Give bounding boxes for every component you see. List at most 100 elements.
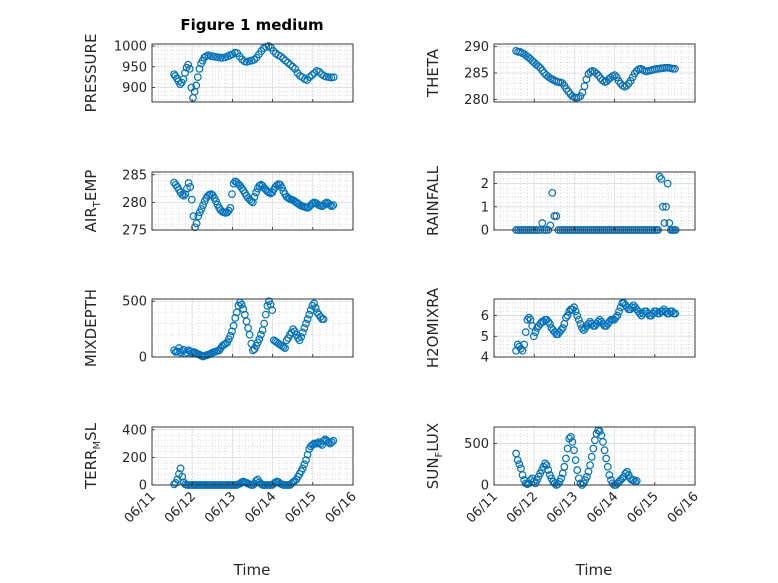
subplot-h2omixra: 4 5 6 H2OMIXRA (424, 287, 696, 368)
data-point (605, 471, 614, 479)
data-point (297, 333, 306, 341)
axes-box (493, 426, 696, 486)
data-point (550, 479, 559, 488)
data-point (518, 471, 527, 479)
data-point (570, 303, 578, 312)
axes-box (151, 426, 354, 486)
subplot-theta: 280 285 290 THETA (424, 40, 696, 108)
data-point (184, 60, 193, 69)
data-point (298, 328, 307, 337)
data-point (582, 75, 591, 84)
data-point (195, 64, 204, 73)
data-point (255, 181, 264, 190)
data-point (192, 81, 201, 90)
data-point (557, 474, 566, 483)
data-point (541, 459, 549, 468)
data-point (665, 219, 674, 227)
data-point (184, 179, 193, 187)
data-point (599, 438, 607, 446)
axes-box (493, 298, 696, 358)
data-point (261, 310, 270, 319)
data-point (181, 190, 190, 198)
data-point (523, 315, 532, 324)
data-point (671, 64, 679, 73)
data-point (300, 460, 309, 469)
data-point (302, 456, 310, 465)
subplot-pressure: 900 950 1000 PRESSURE (82, 34, 354, 112)
data-series (512, 299, 680, 355)
data-point (199, 201, 207, 210)
data-point (319, 436, 328, 445)
data-point (594, 317, 603, 326)
data-point (228, 327, 236, 336)
data-point (239, 305, 248, 313)
data-point (546, 221, 555, 230)
data-point (178, 472, 187, 481)
data-point (592, 69, 601, 78)
data-point (542, 461, 551, 470)
y-tick-label: 0 (139, 479, 147, 494)
data-point (281, 344, 289, 352)
data-point (277, 183, 286, 192)
data-point (268, 306, 277, 315)
data-point (573, 311, 582, 320)
data-point (626, 77, 635, 85)
data-point (276, 52, 285, 61)
data-point (595, 427, 604, 436)
data-series (170, 297, 328, 361)
data-point (305, 73, 314, 82)
data-point (302, 319, 310, 328)
data-point (602, 454, 611, 463)
y-axis-label: AIRTEMP (82, 170, 103, 233)
data-point (578, 324, 586, 332)
data-point (521, 328, 530, 337)
data-point (313, 439, 322, 448)
data-point (515, 460, 524, 469)
data-point (318, 441, 326, 449)
data-point (662, 202, 670, 211)
axes-box (151, 171, 354, 231)
x-axis-label-right: Time (575, 561, 613, 579)
axes-box (493, 43, 696, 103)
y-tick-label: 400 (122, 423, 147, 438)
data-point (279, 343, 288, 351)
data-point (326, 201, 334, 210)
data-point (231, 314, 240, 322)
data-point (226, 331, 235, 340)
data-point (315, 67, 324, 76)
data-point (613, 311, 622, 320)
y-axis-label: SUNFLUX (424, 423, 445, 489)
data-point (563, 311, 572, 320)
data-point (319, 315, 328, 323)
data-point (321, 199, 330, 208)
data-point (249, 198, 257, 207)
data-point (580, 82, 589, 91)
data-point (531, 328, 540, 337)
data-point (181, 69, 189, 77)
data-point (197, 205, 206, 213)
data-point (257, 330, 265, 339)
data-point (186, 183, 195, 191)
data-point (185, 64, 194, 73)
data-point (586, 461, 594, 470)
data-point (560, 462, 569, 471)
data-point (281, 56, 290, 65)
data-point (269, 47, 278, 55)
subplot-mixdepth: 0 500 MIXDEPTH (82, 289, 354, 367)
data-point (562, 313, 570, 322)
data-point (671, 309, 680, 318)
data-point (266, 300, 275, 309)
y-axis-label: THETA (424, 48, 442, 98)
data-point (587, 452, 596, 461)
data-point (657, 175, 666, 183)
data-point (582, 472, 591, 481)
data-point (629, 476, 638, 484)
data-point (289, 325, 298, 334)
data-point (179, 191, 188, 200)
data-point (255, 335, 264, 344)
data-point (538, 219, 547, 227)
data-point (178, 190, 187, 199)
y-tick-label: 275 (122, 224, 147, 239)
data-point (574, 315, 583, 324)
